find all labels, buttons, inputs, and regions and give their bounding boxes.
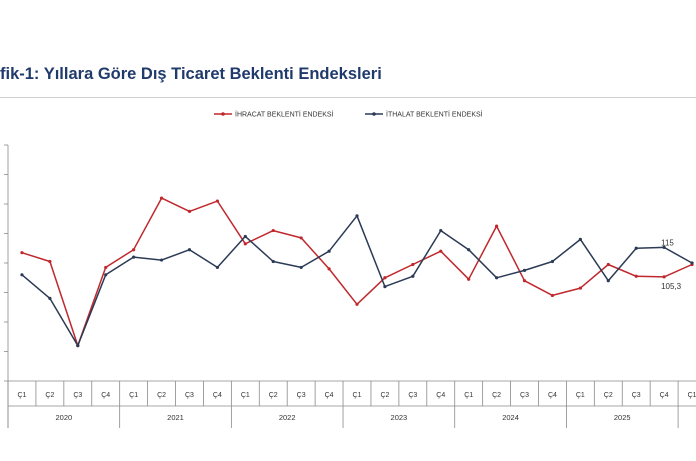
- data-point: [271, 259, 275, 264]
- x-tick-label: Ç4: [548, 392, 557, 399]
- data-point: [495, 224, 499, 228]
- data-point: [159, 258, 164, 262]
- year-label: 2021: [167, 413, 184, 422]
- x-tick-label: Ç4: [325, 392, 334, 399]
- data-point: [439, 249, 443, 253]
- data-point: [132, 255, 136, 259]
- title-divider: [0, 97, 696, 98]
- data-point: [550, 259, 555, 264]
- data-point: [243, 234, 247, 239]
- year-label: 2024: [502, 413, 519, 422]
- data-point: [411, 274, 415, 278]
- data-point: [215, 199, 219, 203]
- series-line-1: [21, 215, 693, 347]
- chart-data-labels: 105,3 115: [661, 238, 682, 290]
- year-label: 2022: [279, 413, 296, 422]
- x-tick-label: Ç3: [520, 392, 529, 399]
- x-tick-label: Ç2: [380, 392, 389, 399]
- data-point: [299, 265, 303, 270]
- legend-label-1: İTHALAT BEKLENTİ ENDEKSİ: [386, 110, 483, 119]
- data-point: [495, 276, 499, 280]
- x-tick-label: Ç4: [101, 392, 110, 399]
- data-point: [20, 273, 24, 277]
- data-point: [606, 262, 610, 267]
- data-point: [522, 279, 527, 283]
- data-point: [662, 245, 666, 249]
- data-point: [271, 228, 275, 233]
- data-point: [104, 273, 108, 277]
- data-label: 105,3: [661, 282, 682, 291]
- data-point: [411, 262, 415, 267]
- data-point: [634, 274, 638, 278]
- x-tick-label: Ç1: [17, 392, 26, 399]
- year-label: 2020: [55, 413, 72, 422]
- x-tick-label: Ç1: [241, 392, 250, 399]
- data-point: [578, 286, 582, 290]
- x-tick-label: Ç3: [408, 392, 417, 399]
- data-point: [606, 279, 610, 283]
- x-tick-label: Ç3: [632, 392, 641, 399]
- x-tick-label: Ç2: [269, 392, 278, 399]
- x-tick-label: Ç3: [185, 392, 194, 399]
- data-point: [662, 275, 666, 279]
- year-label: 2023: [391, 413, 408, 422]
- year-label: 2025: [614, 413, 631, 422]
- data-point: [299, 236, 303, 240]
- chart-series: [20, 196, 694, 348]
- series-line-0: [21, 197, 693, 347]
- data-point: [383, 276, 387, 280]
- chart-title: fik-1: Yıllara Göre Dış Ticaret Beklenti…: [0, 65, 382, 83]
- data-point: [690, 261, 694, 265]
- data-point: [550, 293, 555, 298]
- data-point: [159, 196, 164, 200]
- data-point: [48, 296, 52, 300]
- x-tick-label: Ç2: [157, 392, 166, 399]
- data-point: [187, 248, 192, 252]
- chart-legend: İHRACAT BEKLENTİ ENDEKSİ İTHALAT BEKLENTİ…: [214, 110, 483, 119]
- data-point: [48, 259, 52, 264]
- data-point: [327, 267, 331, 271]
- x-tick-label: Ç1: [464, 392, 473, 399]
- data-point: [327, 249, 331, 253]
- legend-label-0: İHRACAT BEKLENTİ ENDEKSİ: [235, 110, 334, 119]
- data-point: [467, 277, 471, 281]
- x-tick-label: Ç4: [660, 392, 669, 399]
- legend-marker-1: [372, 112, 376, 116]
- data-point: [215, 265, 219, 270]
- x-tick-label: Ç1: [688, 392, 696, 399]
- x-tick-label: Ç4: [213, 392, 222, 399]
- data-point: [355, 214, 359, 218]
- x-tick-label: Ç2: [604, 392, 613, 399]
- data-point: [243, 242, 247, 246]
- data-point: [439, 228, 443, 233]
- data-point: [76, 344, 80, 348]
- x-tick-label: Ç1: [353, 392, 362, 399]
- data-point: [578, 237, 582, 241]
- data-point: [132, 248, 136, 252]
- data-label: 115: [661, 238, 674, 247]
- x-tick-label: Ç2: [492, 392, 501, 399]
- data-point: [522, 268, 527, 272]
- data-point: [20, 251, 24, 255]
- legend-marker-0: [221, 112, 225, 116]
- data-point: [383, 285, 387, 289]
- x-tick-label: Ç3: [73, 392, 82, 399]
- data-point: [187, 209, 192, 213]
- data-point: [634, 246, 638, 250]
- x-tick-label: Ç1: [129, 392, 138, 399]
- chart-axes: Ç1 Ç2 Ç3 Ç4 Ç1 Ç2 Ç3 Ç4 Ç1 Ç2 Ç3 Ç4 Ç1 Ç2 Ç3 Ç4 Ç1 Ç2 Ç3 Ç4…: [4, 144, 696, 428]
- x-tick-label: Ç1: [576, 392, 585, 399]
- data-point: [104, 265, 108, 270]
- x-tick-label: Ç4: [436, 392, 445, 399]
- line-chart: İHRACAT BEKLENTİ ENDEKSİ İTHALAT BEKLENTİ…: [4, 110, 696, 428]
- x-tick-label: Ç2: [45, 392, 54, 399]
- x-tick-label: Ç3: [297, 392, 306, 399]
- data-point: [355, 302, 359, 306]
- data-point: [467, 248, 471, 252]
